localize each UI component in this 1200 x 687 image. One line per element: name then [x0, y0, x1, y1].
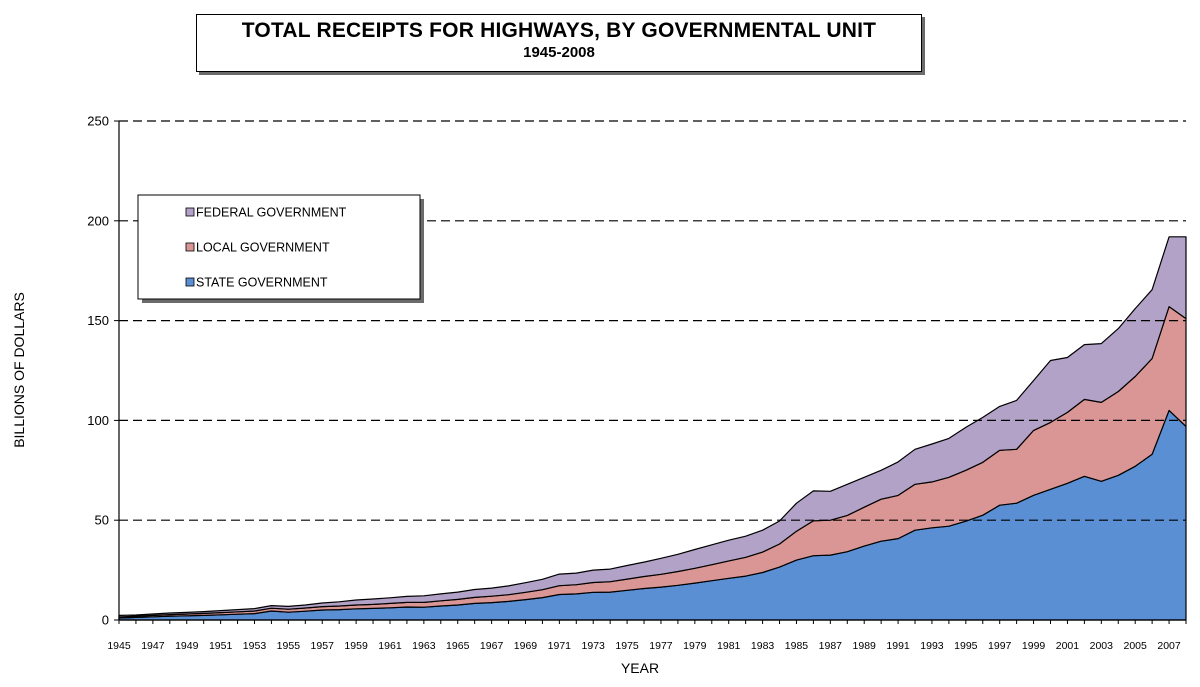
x-tick-label: 1985 [785, 640, 809, 652]
legend-label: LOCAL GOVERNMENT [196, 241, 330, 255]
y-tick-label: 0 [102, 613, 109, 628]
area-series-2 [118, 236, 1187, 618]
x-tick-label: 1963 [412, 640, 436, 652]
x-tick-label: 1975 [615, 640, 639, 652]
y-tick-label: 50 [95, 513, 109, 528]
x-tick-label: 1979 [683, 640, 707, 652]
x-tick-label: 1959 [344, 640, 368, 652]
legend-items: FEDERAL GOVERNMENT LOCAL GOVERNMENT STATE … [185, 206, 347, 290]
y-ticks: 0 50 100 150 200 250 [87, 114, 119, 628]
legend-label: STATE GOVERNMENT [196, 276, 328, 290]
legend-swatch [185, 207, 195, 217]
gridlines [119, 120, 1186, 521]
x-tick-label: 1967 [480, 640, 504, 652]
x-tick-label: 2005 [1124, 640, 1148, 652]
x-tick-label: 1989 [853, 640, 877, 652]
chart-title-box: TOTAL RECEIPTS FOR HIGHWAYS, BY GOVERNME… [196, 14, 922, 72]
x-tick-label: 1999 [1022, 640, 1046, 652]
x-tick-label: 1987 [819, 640, 843, 652]
x-tick-label: 1977 [649, 640, 673, 652]
x-tick-label: 1991 [886, 640, 910, 652]
x-tick-label: 2001 [1056, 640, 1080, 652]
x-tick-label: 1945 [107, 640, 131, 652]
x-tick-label: 2003 [1090, 640, 1114, 652]
x-tick-label: 1973 [582, 640, 606, 652]
x-ticks: 1945 1947 1949 1951 1953 1955 1957 1959 1961 1963… [107, 620, 1187, 652]
x-tick-label: 1957 [311, 640, 335, 652]
x-tick-label: 1953 [243, 640, 267, 652]
x-tick-label: 1997 [988, 640, 1012, 652]
y-tick-label: 200 [87, 213, 109, 228]
x-tick-label: 1995 [954, 640, 978, 652]
y-tick-label: 250 [87, 114, 109, 129]
x-tick-label: 1951 [209, 640, 233, 652]
x-tick-label: 1949 [175, 640, 199, 652]
chart-subtitle: 1945-2008 [523, 44, 595, 61]
x-tick-label: 1955 [277, 640, 301, 652]
y-tick-label: 100 [87, 413, 109, 428]
x-tick-label: 1993 [920, 640, 944, 652]
legend-swatch [185, 242, 195, 252]
legend-swatch [185, 277, 195, 287]
x-tick-label: 2007 [1157, 640, 1181, 652]
chart-title: TOTAL RECEIPTS FOR HIGHWAYS, BY GOVERNME… [241, 19, 877, 42]
x-tick-label: 1965 [446, 640, 470, 652]
x-tick-label: 1981 [717, 640, 741, 652]
x-tick-label: 1969 [514, 640, 538, 652]
legend: FEDERAL GOVERNMENT LOCAL GOVERNMENT STATE … [137, 194, 424, 303]
legend-box [137, 194, 421, 300]
x-tick-label: 1961 [378, 640, 402, 652]
x-tick-label: 1971 [548, 640, 572, 652]
legend-label: FEDERAL GOVERNMENT [196, 206, 347, 220]
axes [118, 121, 1186, 621]
x-axis-title: YEAR [621, 660, 659, 676]
x-tick-label: 1947 [141, 640, 165, 652]
y-tick-label: 150 [87, 313, 109, 328]
x-tick-label: 1983 [751, 640, 775, 652]
y-axis-title: BILLIONS OF DOLLARS [11, 292, 27, 448]
